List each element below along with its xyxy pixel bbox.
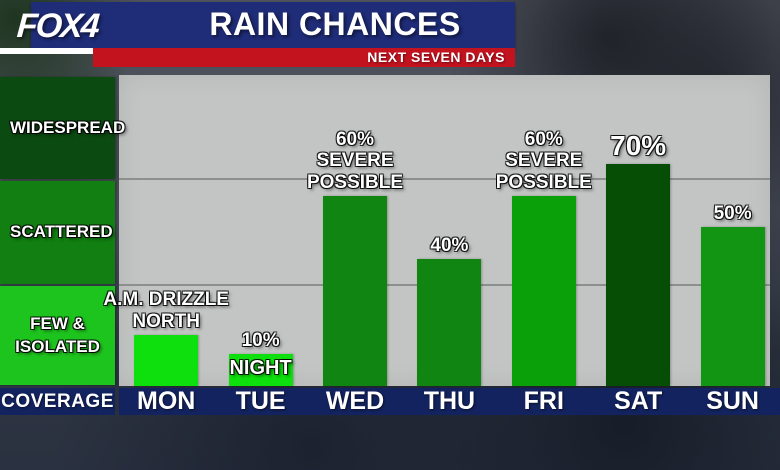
rain-chance-bar-fri — [511, 196, 576, 386]
rain-chance-bar-mon — [134, 335, 199, 386]
rain-chance-bar-sun — [700, 227, 765, 386]
gridline-widespread-scattered — [119, 178, 770, 180]
subtitle-banner: NEXT SEVEN DAYS — [93, 48, 515, 67]
rain-chance-bar-sat — [606, 164, 671, 386]
fox4-logo: FOX4 — [15, 7, 100, 46]
fox-logo-number: 4 — [79, 7, 100, 45]
rain-chance-bar-tue — [228, 354, 293, 386]
rain-chance-bar-thu — [417, 259, 482, 386]
day-axis-bar — [119, 388, 780, 415]
bar-value-label-tue: 10% — [241, 329, 280, 351]
day-axis-label-sun: SUN — [706, 387, 759, 415]
on-bar-label-tue: NIGHT — [229, 357, 292, 379]
day-axis-label-wed: WED — [325, 387, 385, 415]
coverage-category-scattered: SCATTERED — [0, 181, 115, 284]
bar-value-label-wed: 60% SEVERE POSSIBLE — [306, 129, 404, 193]
day-axis-label-tue: TUE — [235, 387, 286, 415]
coverage-category-widespread: WIDESPREAD — [0, 77, 126, 179]
coverage-category-label: WIDESPREAD — [10, 117, 126, 137]
header-bar — [31, 2, 515, 48]
coverage-category-label: FEW & ISOLATED — [15, 314, 100, 356]
day-axis-label-sat: SAT — [614, 387, 663, 415]
bar-value-label-fri: 60% SEVERE POSSIBLE — [495, 129, 592, 193]
coverage-category-label: SCATTERED — [10, 222, 113, 242]
rain-chance-bar-wed — [323, 196, 387, 386]
day-axis-label-fri: FRI — [523, 387, 564, 415]
logo-underline — [0, 48, 93, 54]
coverage-category-few-isolated: FEW & ISOLATED — [0, 286, 115, 385]
fox-logo-text: FOX — [15, 7, 83, 45]
page-title: RAIN CHANCES — [209, 6, 461, 42]
bar-value-label-thu: 40% — [430, 234, 469, 256]
day-axis-label-thu: THU — [423, 387, 476, 415]
day-axis-label-mon: MON — [137, 387, 196, 415]
coverage-axis-label: COVERAGE — [0, 388, 115, 415]
bar-value-label-sun: 50% — [713, 202, 752, 224]
bar-value-label-sat: 70% — [610, 129, 667, 161]
subtitle-text: NEXT SEVEN DAYS — [367, 49, 505, 65]
bar-value-label-mon: A.M. DRIZZLE NORTH — [103, 289, 229, 332]
